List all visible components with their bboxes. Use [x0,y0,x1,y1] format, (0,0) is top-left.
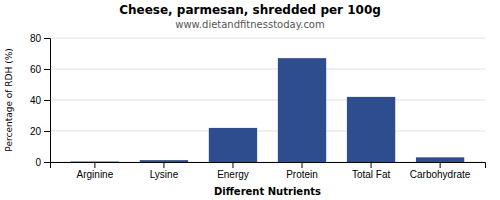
x-tick-mark [302,162,303,168]
x-tick: Protein [286,162,318,180]
bar [278,58,326,162]
y-tick: 0 [35,157,50,168]
bar [140,160,188,162]
bars [71,58,465,162]
plot: 0 20 40 60 80 Arginine Lysine Energy Protein Tota… [30,33,486,180]
y-tick: 20 [30,126,50,137]
bar [347,97,395,162]
x-tick-mark [440,162,441,168]
y-tick-label: 40 [30,95,42,106]
y-axis-line [44,39,51,163]
bar [416,157,464,162]
chart: 0 20 40 60 80 Arginine Lysine Energy Protein Tota… [0,0,500,200]
x-axis-line [51,163,486,169]
x-axis-title: Different Nutrients [214,186,321,197]
x-tick-mark [163,162,164,168]
bar [209,128,257,162]
x-tick-label: Carbohydrate [410,169,471,180]
y-tick-mark [44,38,50,39]
x-tick: Carbohydrate [410,162,471,180]
y-tick-mark [44,69,50,70]
y-tick-label: 20 [30,126,42,137]
y-tick-mark [44,100,50,101]
x-tick: Arginine [77,162,114,180]
x-tick-label: Energy [217,169,249,180]
x-tick: Total Fat [352,162,391,180]
y-tick-mark [44,162,50,163]
x-tick-label: Total Fat [352,169,391,180]
y-tick-mark [44,131,50,132]
x-tick-label: Arginine [77,169,114,180]
x-tick-mark [94,162,95,168]
grid-line [50,131,485,132]
x-tick-mark [232,162,233,168]
grid-line [50,69,485,70]
grid-line [50,100,485,101]
y-tick: 60 [30,64,50,75]
y-tick: 40 [30,95,50,106]
y-tick-label: 0 [35,157,41,168]
grid-line [50,38,485,39]
x-tick-label: Protein [286,169,318,180]
y-axis-title: Percentage of RDH (%) [4,48,14,151]
grid [50,38,485,162]
title: Cheese, parmesan, shredded per 100g [119,3,381,17]
subtitle: www.dietandfitnesstoday.com [175,19,324,30]
y-tick-label: 80 [30,33,42,44]
x-axis: Arginine Lysine Energy Protein Total Fat Carb… [51,162,486,180]
x-tick: Lysine [150,162,179,180]
bar [71,161,119,162]
y-axis: 0 20 40 60 80 [30,33,51,168]
x-tick-mark [371,162,372,168]
x-tick-label: Lysine [150,169,179,180]
y-tick-label: 60 [30,64,42,75]
y-tick: 80 [30,33,50,44]
x-tick: Energy [217,162,249,180]
